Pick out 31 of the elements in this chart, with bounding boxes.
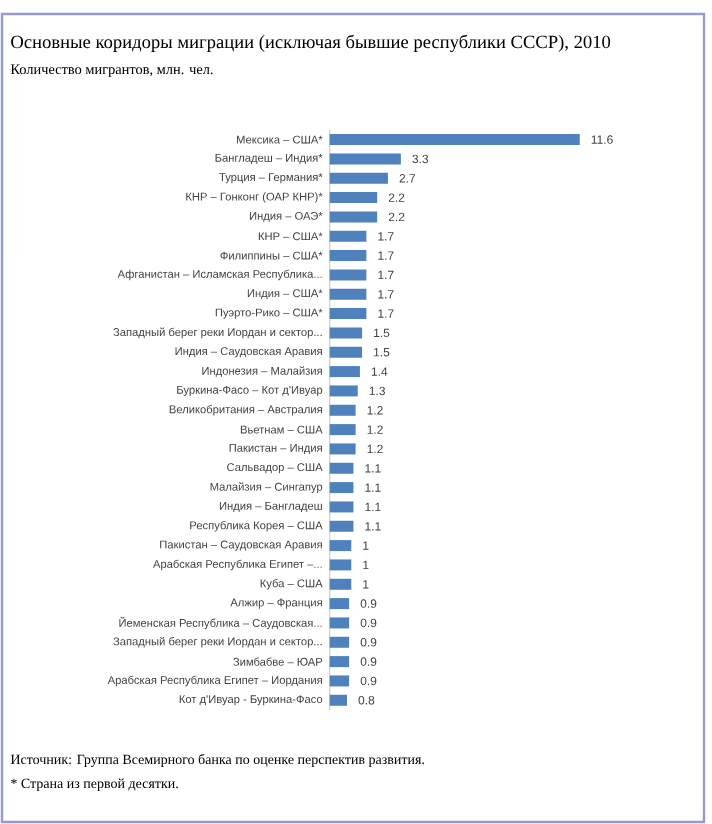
bar [329, 559, 352, 571]
bar [329, 520, 354, 532]
bar [329, 366, 360, 378]
bar [329, 656, 350, 668]
bar [329, 617, 350, 629]
bar [329, 250, 367, 262]
bar [329, 694, 347, 706]
bar [329, 211, 378, 223]
bar [329, 308, 367, 320]
bar [329, 578, 352, 590]
bar [329, 269, 367, 281]
bar [329, 482, 354, 494]
bar [329, 230, 367, 242]
bar [329, 288, 367, 300]
bar [329, 327, 363, 339]
bar [329, 636, 350, 648]
bar [329, 675, 350, 687]
bar [329, 501, 354, 513]
bar [329, 172, 388, 184]
chart-title: Основные коридоры миграции (исключая бывшие республики СССР), 2010 [11, 34, 611, 53]
bar [329, 192, 378, 204]
bar [329, 153, 401, 165]
bar [329, 462, 354, 474]
bar [329, 424, 356, 436]
bar [329, 598, 350, 610]
bar [329, 385, 358, 397]
bar [329, 134, 580, 146]
bar [329, 404, 356, 416]
bar [329, 346, 363, 358]
bar [329, 443, 356, 455]
bar [329, 540, 352, 552]
